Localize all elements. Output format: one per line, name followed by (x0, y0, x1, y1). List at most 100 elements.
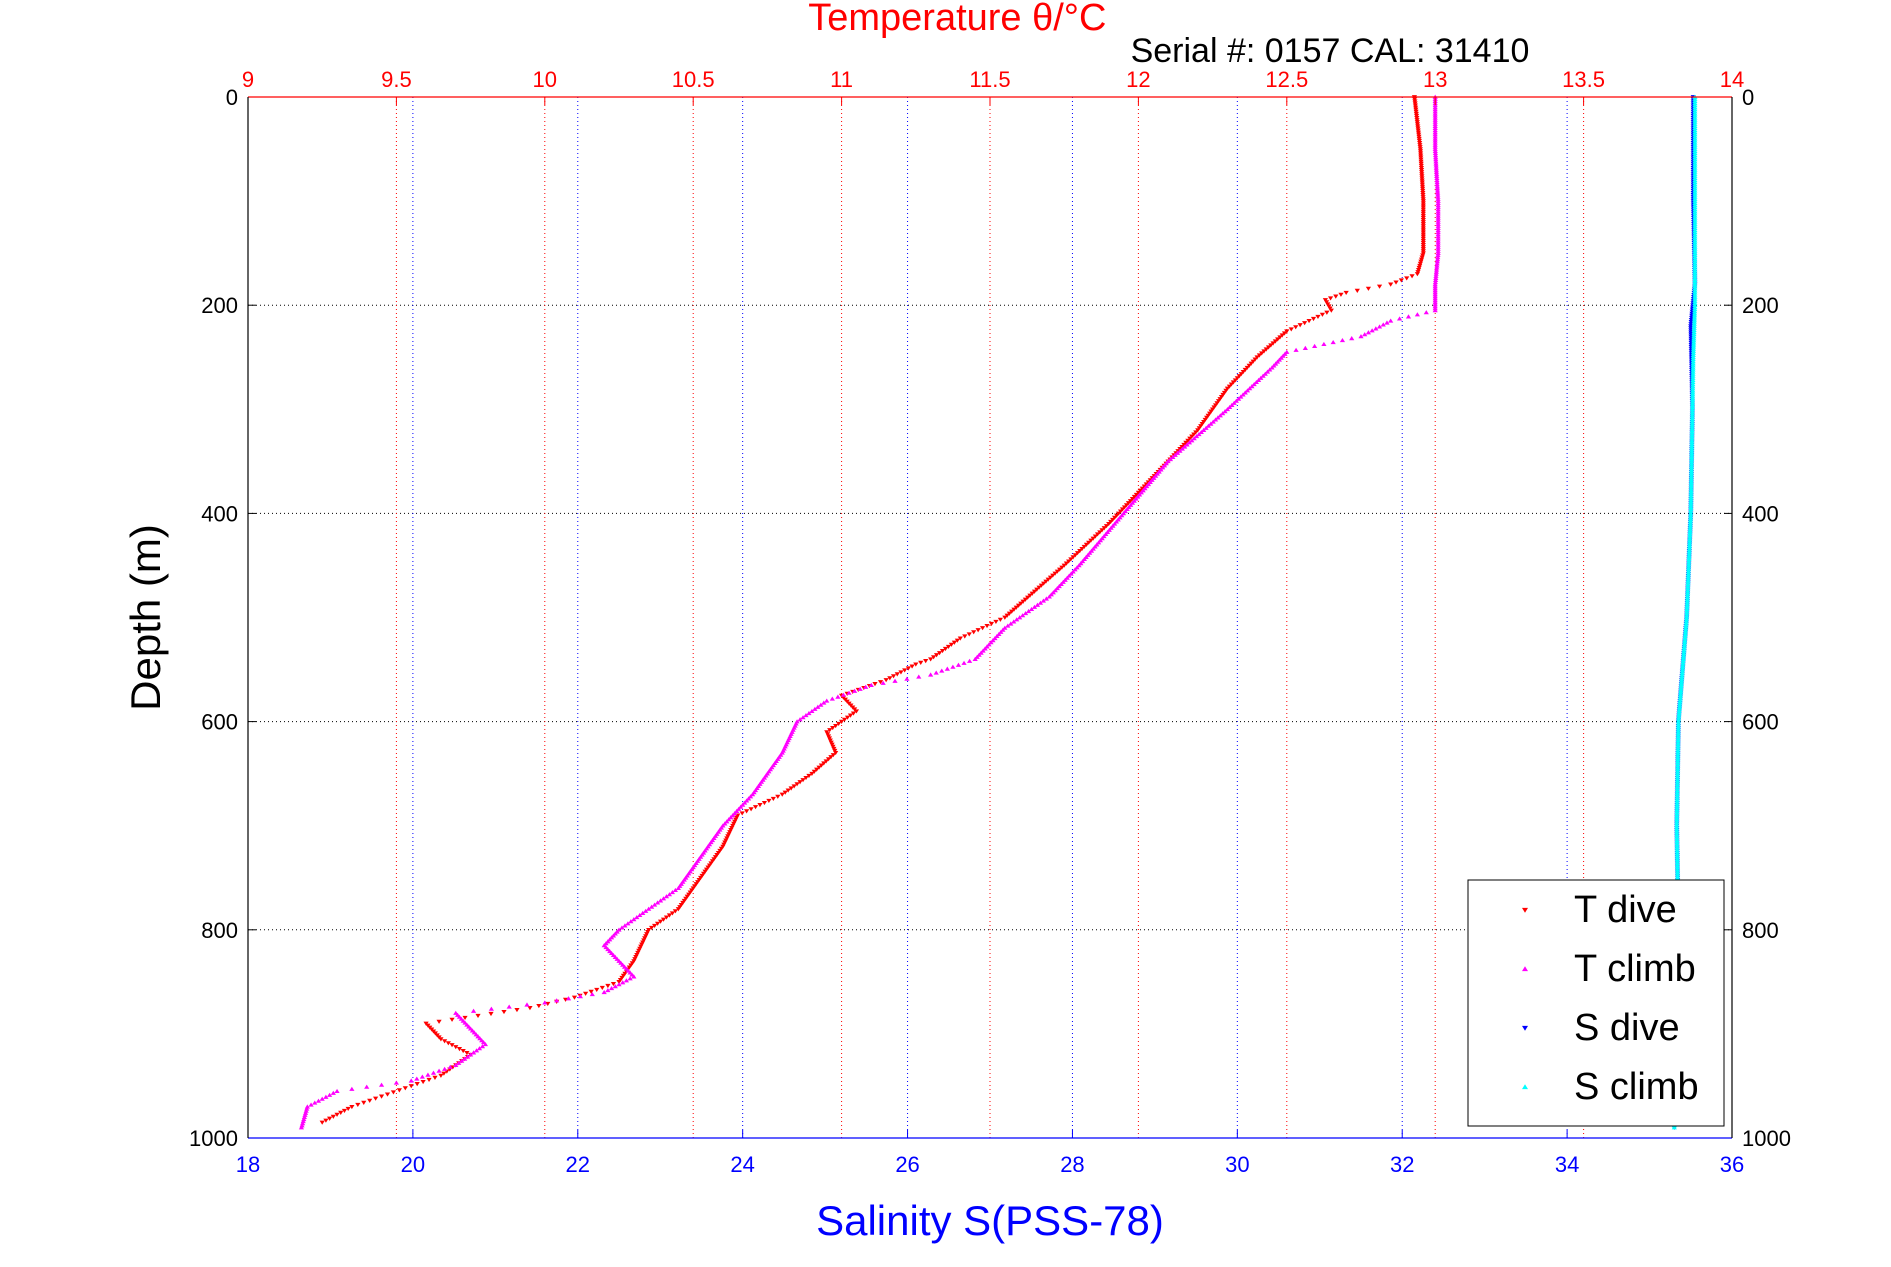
s-climb-point (1675, 740, 1681, 745)
t-climb-point (1196, 431, 1202, 437)
s-climb-point (1686, 552, 1692, 557)
t-dive-point (1139, 486, 1145, 491)
t-dive-point (1238, 372, 1244, 377)
t-climb-point (601, 989, 607, 995)
t-climb-point (806, 710, 812, 716)
s-climb-point (1688, 494, 1694, 499)
s-climb-point (1692, 132, 1698, 137)
t-dive-point (1376, 284, 1383, 289)
s-climb-point (1690, 350, 1696, 355)
s-climb-point (1684, 610, 1690, 616)
t-dive-point (384, 1092, 391, 1097)
t-climb-point (1432, 279, 1438, 285)
t-dive-point (1090, 536, 1096, 541)
s-climb-point (1689, 415, 1695, 420)
s-climb-point (1687, 540, 1693, 545)
t-climb-point (857, 686, 863, 691)
t-dive-point (1218, 394, 1225, 400)
t-climb-point (1432, 144, 1438, 149)
s-climb-point (1679, 671, 1685, 676)
t-dive-point (1204, 415, 1210, 420)
legend-marker-t-climb (1522, 966, 1528, 972)
s-climb-point (1686, 558, 1692, 564)
t-climb-point (1435, 209, 1441, 214)
s-climb-point (1685, 571, 1691, 576)
t-dive-point (1221, 390, 1228, 395)
y-tick-label: 400 (201, 501, 238, 526)
t-dive-point (1302, 321, 1308, 326)
t-dive-point (1324, 310, 1330, 315)
t-climb-point (1056, 583, 1062, 589)
s-climb-point (1687, 529, 1693, 534)
t-dive-point (761, 800, 768, 806)
t-dive-point (1420, 245, 1426, 250)
t-climb-point (1177, 448, 1183, 453)
s-climb-point (1679, 675, 1685, 680)
t-climb-point (470, 1050, 477, 1055)
t-climb-point (1432, 115, 1438, 120)
s-climb-point (1691, 317, 1698, 322)
t-dive-point (757, 803, 763, 808)
s-climb-point (1692, 229, 1698, 235)
t-climb-point (974, 654, 980, 659)
t-climb-point (465, 1054, 471, 1059)
t-dive-point (909, 664, 915, 669)
t-climb-point (1244, 388, 1251, 393)
t-climb-point (1388, 318, 1394, 323)
s-climb-point (1674, 771, 1681, 776)
t-dive-point (645, 930, 651, 935)
t-dive-point (1224, 386, 1231, 391)
t-climb-point (1253, 379, 1259, 385)
s-climb-point (1675, 727, 1681, 732)
t-dive-point (1183, 440, 1189, 445)
t-dive-point (766, 798, 772, 804)
s-climb-point (1692, 292, 1698, 297)
t-climb-point (1405, 314, 1412, 319)
t-dive-point (1420, 211, 1426, 216)
legend-box (1467, 879, 1725, 1127)
s-climb-point (1688, 486, 1694, 491)
s-climb-point (1688, 469, 1695, 474)
t-climb-point (1435, 242, 1441, 247)
s-climb-point (1675, 750, 1681, 755)
t-climb-point (414, 1076, 420, 1081)
t-climb-point (308, 1102, 314, 1107)
t-dive-point (883, 678, 889, 683)
t-climb-point (1434, 173, 1440, 178)
t-dive-point (632, 957, 638, 962)
s-climb-point (1688, 508, 1694, 514)
t-climb-point (1339, 337, 1346, 343)
y-tick-label: 800 (201, 918, 238, 943)
s-climb-point (1674, 867, 1681, 872)
s-climb-point (1674, 835, 1680, 841)
s-climb-point (1692, 177, 1698, 183)
t-climb-point (1208, 421, 1214, 426)
t-climb-point (1434, 184, 1440, 189)
t-climb-point (1433, 165, 1439, 170)
t-climb-point (425, 1072, 431, 1077)
s-climb-point (1674, 825, 1680, 830)
t-dive-point (1129, 497, 1136, 502)
t-dive-point (1198, 424, 1204, 429)
t-dive-point (1207, 411, 1213, 416)
s-climb-point (1691, 340, 1697, 345)
t-climb-point (1435, 248, 1441, 253)
t-climb-point (456, 1060, 462, 1065)
s-climb-point (1690, 394, 1696, 399)
s-climb-point (1683, 625, 1689, 630)
t-dive-point (1063, 561, 1070, 566)
t-dive-point (1322, 298, 1328, 303)
s-climb-point (1689, 454, 1695, 460)
s-climb-point (1692, 259, 1698, 264)
t-climb-point (634, 914, 640, 920)
t-dive-point (739, 811, 745, 816)
t-dive-point (1417, 151, 1424, 156)
temperature-tick-label: 12.5 (1265, 67, 1308, 92)
t-climb-point (1349, 336, 1355, 341)
s-climb-point (1676, 710, 1682, 716)
s-climb-point (1682, 631, 1688, 636)
t-dive-point (770, 796, 776, 801)
t-dive-point (634, 952, 640, 958)
t-dive-point (635, 950, 641, 956)
s-climb-point (1688, 506, 1694, 512)
